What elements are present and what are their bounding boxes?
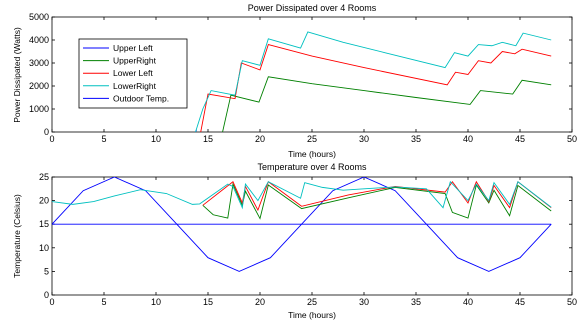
temperature-x-tick-label: 15 [203, 297, 213, 307]
power-x-tick-label: 40 [463, 134, 473, 144]
power-legend: Upper Left UpperRight Lower Left LowerRight… [78, 38, 188, 109]
power-x-tick-label: 30 [359, 134, 369, 144]
power-x-tick-label: 15 [203, 134, 213, 144]
power-x-tick-label: 0 [49, 134, 54, 144]
temperature-x-tick-label: 20 [255, 297, 265, 307]
power-y-tick-label: 3000 [29, 58, 49, 68]
temperature-x-tick-label: 35 [411, 297, 421, 307]
legend-label-upperright: UpperRight [113, 56, 157, 66]
power-y-tick-label: 1000 [29, 104, 49, 114]
power-y-axis-label: Power Dissipated (Watts) [12, 27, 22, 123]
temperature-x-tick-label: 30 [359, 297, 369, 307]
temperature-y-tick-label: 0 [44, 290, 49, 300]
temperature-y-tick-label: 20 [39, 196, 49, 206]
power-y-tick-label: 0 [44, 127, 49, 137]
temperature-y-tick-label: 25 [39, 172, 49, 182]
power-series-lowerright [195, 31, 552, 132]
temperature-x-axis-label: Time (hours) [288, 310, 336, 320]
temperature-x-tick-label: 0 [49, 297, 54, 307]
temperature-series-upperright [202, 182, 552, 220]
power-series-upperright [222, 76, 552, 132]
temperature-chart: Temperature over 4 Rooms 0 5 10 15 20 25 30 35 4… [12, 162, 577, 320]
temperature-y-tick-label: 15 [39, 219, 49, 229]
temperature-x-tick-label: 50 [567, 297, 577, 307]
power-chart: Power Dissipated over 4 Rooms 0 5 10 15 20 25… [12, 3, 577, 159]
temperature-x-tick-label: 40 [463, 297, 473, 307]
legend-label-lower-left: Lower Left [113, 68, 153, 78]
legend-label-lowerright: LowerRight [113, 81, 157, 91]
temperature-y-tick-label: 10 [39, 243, 49, 253]
temperature-x-tick-label: 25 [307, 297, 317, 307]
power-x-tick-label: 35 [411, 134, 421, 144]
power-x-axis-label: Time (hours) [288, 149, 336, 159]
power-x-tick-label: 10 [151, 134, 161, 144]
legend-label-outdoor-temp: Outdoor Temp. [113, 93, 169, 103]
temperature-y-axis-label: Temperature (Celsius) [12, 194, 22, 278]
legend-label-upper-left: Upper Left [113, 43, 153, 53]
power-x-tick-label: 25 [307, 134, 317, 144]
temperature-y-tick-label: 5 [44, 266, 49, 276]
power-y-tick-label: 2000 [29, 81, 49, 91]
temperature-x-tick-label: 5 [101, 297, 106, 307]
power-chart-title: Power Dissipated over 4 Rooms [248, 3, 377, 13]
power-x-tick-label: 45 [515, 134, 525, 144]
temperature-chart-title: Temperature over 4 Rooms [257, 162, 367, 172]
power-x-tick-label: 20 [255, 134, 265, 144]
power-x-tick-label: 50 [567, 134, 577, 144]
power-y-tick-label: 5000 [29, 12, 49, 22]
power-x-tick-label: 5 [101, 134, 106, 144]
temperature-x-tick-label: 10 [151, 297, 161, 307]
temperature-x-tick-label: 45 [515, 297, 525, 307]
power-y-tick-label: 4000 [29, 35, 49, 45]
temperature-series-lowerright [52, 180, 552, 210]
temperature-plot-area [51, 176, 573, 296]
